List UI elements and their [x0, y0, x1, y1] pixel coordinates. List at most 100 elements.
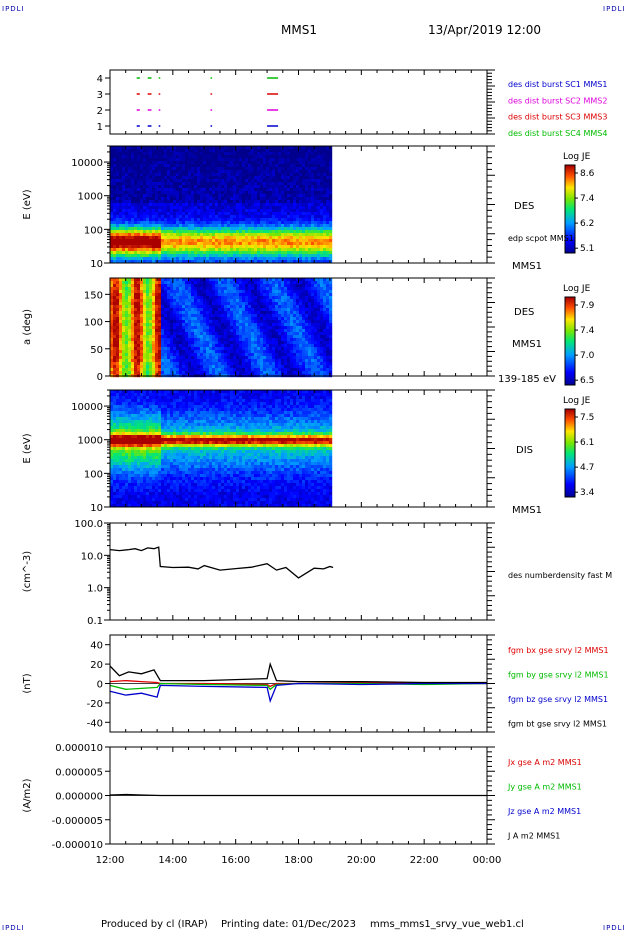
des_energy-colorbar-cell	[565, 231, 575, 233]
des_energy-heatmap-cell	[236, 194, 240, 198]
des_energy-heatmap-cell	[155, 245, 159, 249]
des_energy-heatmap-cell	[122, 242, 126, 246]
des_energy-heatmap-cell	[269, 149, 273, 153]
des_energy-heatmap-cell	[167, 161, 171, 165]
des_energy-heatmap-cell	[251, 170, 255, 174]
des_pitch-heatmap-cell	[131, 281, 135, 285]
des_energy-heatmap-cell	[203, 206, 207, 210]
des_energy-heatmap-cell	[167, 224, 171, 228]
des_energy-heatmap-cell	[173, 188, 177, 192]
des_energy-heatmap-cell	[263, 251, 267, 255]
des_energy-heatmap-cell	[329, 188, 333, 192]
des_energy-heatmap-cell	[140, 221, 144, 225]
des_energy-heatmap-cell	[119, 170, 123, 174]
des_pitch-heatmap-cell	[191, 305, 195, 309]
des_pitch-heatmap-cell	[125, 284, 129, 288]
des_energy-heatmap-cell	[110, 215, 114, 219]
des_energy-heatmap-cell	[140, 155, 144, 159]
des_energy-heatmap-cell	[263, 236, 267, 240]
des_energy-heatmap-cell	[224, 242, 228, 246]
des_pitch-heatmap-cell	[266, 314, 270, 318]
des_pitch-heatmap-cell	[182, 335, 186, 339]
des_energy-heatmap-cell	[188, 188, 192, 192]
des_pitch-heatmap-cell	[125, 341, 129, 345]
des_pitch-heatmap-cell	[224, 308, 228, 312]
des_energy-heatmap-cell	[281, 155, 285, 159]
des_energy-heatmap-cell	[188, 257, 192, 261]
des_energy-heatmap-cell	[302, 164, 306, 168]
des_energy-heatmap-cell	[260, 161, 264, 165]
des_energy-heatmap-cell	[176, 251, 180, 255]
des_energy-heatmap-cell	[221, 239, 225, 243]
des_energy-heatmap-cell	[254, 194, 258, 198]
des_energy-heatmap-cell	[191, 188, 195, 192]
des_energy-heatmap-cell	[323, 242, 327, 246]
des_pitch-heatmap-cell	[122, 350, 126, 354]
des_energy-heatmap-cell	[236, 230, 240, 234]
des_energy-heatmap-cell	[275, 182, 279, 186]
des_pitch-heatmap-cell	[257, 299, 261, 303]
des_energy-heatmap-cell	[113, 170, 117, 174]
des_energy-heatmap-cell	[320, 239, 324, 243]
des_pitch-heatmap-cell	[269, 311, 273, 315]
des_energy-heatmap-cell	[218, 158, 222, 162]
des_pitch-heatmap-cell	[245, 287, 249, 291]
des_energy-heatmap-cell	[209, 227, 213, 231]
des_energy-heatmap-cell	[131, 164, 135, 168]
des_energy-heatmap-cell	[281, 191, 285, 195]
des_energy-heatmap-cell	[182, 230, 186, 234]
des_pitch-heatmap-cell	[113, 338, 117, 342]
des_energy-heatmap-cell	[302, 221, 306, 225]
des_pitch-heatmap-cell	[185, 284, 189, 288]
des_energy-heatmap-cell	[248, 254, 252, 258]
des_energy-heatmap-cell	[296, 215, 300, 219]
des_pitch-heatmap-cell	[209, 320, 213, 324]
des_energy-heatmap-cell	[296, 194, 300, 198]
des_energy-heatmap-cell	[122, 158, 126, 162]
des_energy-heatmap-cell	[155, 212, 159, 216]
des_energy-heatmap-cell	[125, 152, 129, 156]
des_energy-colorbar-cell	[565, 232, 575, 234]
des_energy-heatmap-cell	[245, 212, 249, 216]
des_energy-heatmap-cell	[263, 191, 267, 195]
des_energy-heatmap-cell	[275, 209, 279, 213]
des_energy-heatmap-cell	[140, 158, 144, 162]
des_energy-heatmap-cell	[158, 215, 162, 219]
des_pitch-heatmap-cell	[194, 335, 198, 339]
des_pitch-heatmap-cell	[143, 290, 147, 294]
des_pitch-heatmap-cell	[140, 368, 144, 372]
des_energy-heatmap-cell	[260, 191, 264, 195]
des_energy-heatmap-cell	[161, 215, 165, 219]
des_energy-colorbar-cell	[565, 174, 575, 176]
des_energy-heatmap-cell	[215, 152, 219, 156]
des_energy-heatmap-cell	[272, 221, 276, 225]
des_energy-heatmap-cell	[131, 194, 135, 198]
des_energy-heatmap-cell	[137, 257, 141, 261]
des_energy-heatmap-cell	[155, 152, 159, 156]
des_energy-heatmap-cell	[170, 176, 174, 180]
des_pitch-heatmap-cell	[266, 305, 270, 309]
des_energy-heatmap-cell	[227, 149, 231, 153]
des_energy-heatmap-cell	[146, 161, 150, 165]
des_energy-heatmap-cell	[113, 167, 117, 171]
des_energy-heatmap-cell	[143, 212, 147, 216]
des_energy-colorbar-cell	[565, 249, 575, 251]
des_pitch-heatmap-cell	[203, 335, 207, 339]
des_energy-heatmap-cell	[170, 221, 174, 225]
des_energy-heatmap-cell	[116, 179, 120, 183]
des_pitch-heatmap-cell	[218, 299, 222, 303]
des_pitch-heatmap-cell	[242, 320, 246, 324]
des_energy-heatmap-cell	[143, 242, 147, 246]
des_pitch-heatmap-cell	[185, 326, 189, 330]
des_energy-heatmap-cell	[257, 239, 261, 243]
des_energy-heatmap-cell	[302, 176, 306, 180]
des_energy-heatmap-cell	[203, 257, 207, 261]
des_energy-heatmap-cell	[308, 167, 312, 171]
des_energy-heatmap-cell	[116, 242, 120, 246]
des_pitch-heatmap-cell	[242, 284, 246, 288]
des_energy-heatmap-cell	[323, 239, 327, 243]
des_energy-heatmap-cell	[269, 185, 273, 189]
des_energy-heatmap-cell	[257, 146, 261, 150]
des_pitch-heatmap-cell	[236, 296, 240, 300]
des_energy-heatmap-cell	[299, 155, 303, 159]
